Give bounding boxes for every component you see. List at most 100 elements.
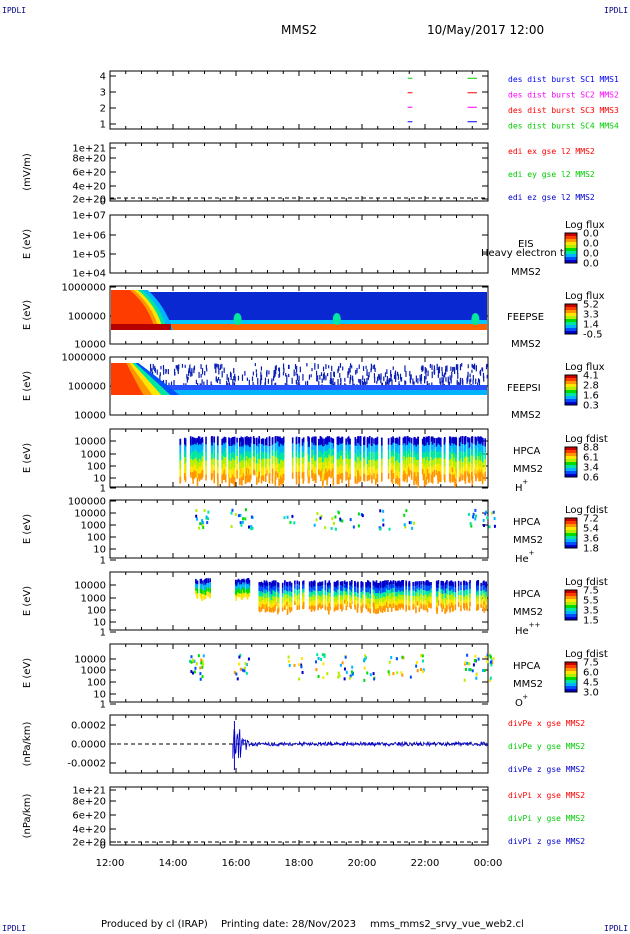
hpca-pixel (437, 588, 440, 592)
hpca-pixel (416, 581, 419, 585)
hpca-pixel (198, 458, 201, 467)
feepsi-pixel (436, 363, 438, 371)
hpca-pixel (321, 585, 324, 589)
hpca-pixel (242, 587, 244, 593)
feepsi-pixel (151, 368, 153, 372)
feepsi-pixel (399, 373, 402, 380)
hpca-pixel (350, 591, 352, 597)
hpca-pixel (190, 472, 192, 478)
hpca-pixel (466, 653, 469, 657)
hpca-pixel (360, 606, 362, 610)
feepsi-pixel (255, 373, 258, 378)
hpca-pixel (337, 458, 339, 468)
hpca-pixel (492, 510, 495, 514)
hpca-pixel (268, 585, 271, 592)
hpca-pixel (472, 512, 475, 516)
hpca-pixel (224, 442, 227, 449)
hpca-pixel (191, 466, 194, 472)
hpca-pixel (221, 460, 223, 469)
hpca-pixel (446, 605, 448, 610)
hpca-pixel (296, 595, 299, 601)
hpca-pixel (290, 582, 293, 588)
hpca-pixel (341, 459, 344, 466)
hpca-pixel (249, 438, 251, 448)
hpca-pixel (266, 582, 269, 587)
hpca-pixel (471, 476, 474, 486)
feepsi-pixel (302, 373, 304, 381)
hpca-pixel (390, 444, 393, 452)
y-tick-label: 1e+04 (72, 269, 106, 280)
feepsi-pixel (190, 371, 192, 377)
feepsi-pixel (440, 381, 442, 388)
hpca-pixel (277, 597, 279, 604)
hpca-pixel (437, 584, 440, 589)
hpca-pixel (403, 523, 406, 527)
y-axis-label: E (eV) (22, 371, 33, 401)
hpca-pixel (359, 476, 362, 482)
feepsi-pixel (156, 369, 158, 375)
hpca-pixel (201, 456, 204, 462)
hpca-pixel (258, 601, 261, 607)
hpca-pixel (428, 445, 430, 453)
hpca-pixel (408, 582, 411, 587)
feepsi-pixel (386, 379, 388, 383)
colorbar-swatch (565, 325, 577, 329)
hpca-pixel (339, 517, 342, 521)
hpca-pixel (477, 436, 479, 442)
hpca-pixel (408, 601, 411, 607)
hpca-pixel (372, 580, 375, 586)
hpca-pixel (375, 445, 377, 453)
hpca-pixel (430, 597, 432, 604)
hpca-pixel (420, 599, 422, 604)
hpca-pixel (268, 591, 271, 598)
hpca-pixel (395, 591, 398, 597)
hpca-pixel (442, 594, 444, 600)
hpca-pixel (477, 599, 480, 605)
hpca-pixel (340, 594, 343, 600)
hpca-pixel (198, 473, 201, 479)
hpca-pixel (413, 472, 416, 482)
hpca-pixel (453, 452, 456, 458)
hpca-pixel (195, 457, 197, 466)
hpca-pixel (222, 443, 225, 450)
feepsi-pixel (461, 363, 463, 367)
colorbar-swatch (565, 319, 577, 323)
feepsi-pixel (445, 365, 447, 371)
hpca-pixel (199, 666, 202, 670)
hpca-pixel (199, 583, 202, 588)
hpca-pixel (421, 458, 424, 464)
feepsi-pixel (475, 365, 477, 372)
hpca-pixel (396, 459, 398, 467)
hpca-pixel (324, 590, 327, 596)
hpca-pixel (440, 580, 443, 586)
hpca-pixel (264, 451, 267, 459)
hpca-pixel (236, 449, 238, 457)
hpca-pixel (339, 663, 342, 667)
hpca-pixel (205, 515, 208, 519)
feepsi-pixel (486, 374, 488, 379)
hpca-pixel (343, 591, 346, 596)
colorbar-tick-label: 8.8 (583, 443, 599, 454)
hpca-pixel (483, 597, 485, 602)
hpca-pixel (354, 445, 357, 454)
hpca-pixel (265, 458, 268, 465)
feepsi-pixel (388, 379, 390, 386)
hpca-pixel (199, 579, 202, 584)
feepsi-pixel (201, 368, 204, 375)
feepsi-pixel (453, 367, 456, 375)
hpca-pixel (196, 584, 199, 590)
hpca-pixel (231, 445, 234, 452)
hpca-pixel (271, 450, 274, 456)
hpca-pixel (479, 444, 482, 451)
hpca-pixel (211, 445, 213, 454)
hpca-pixel (484, 512, 487, 516)
hpca-pixel (458, 446, 461, 452)
hpca-pixel (354, 605, 356, 610)
hpca-pixel (387, 601, 389, 607)
hpca-pixel (372, 672, 375, 676)
hpca-pixel (224, 457, 227, 467)
hpca-pixel (352, 525, 355, 529)
hpca-pixel (349, 473, 351, 480)
hpca-pixel (482, 668, 485, 672)
